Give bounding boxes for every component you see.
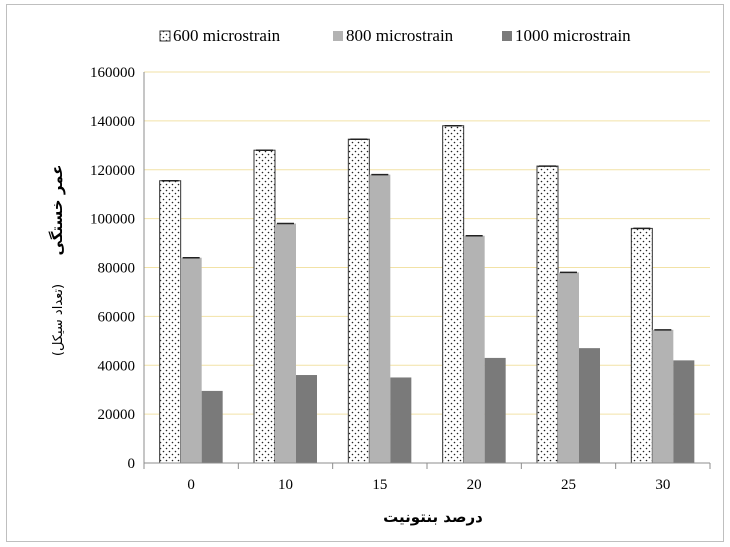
legend-label: 800 microstrain — [346, 26, 454, 45]
bar-1-30 — [630, 227, 653, 464]
y-axis-title-group: عمر خستگی (تعداد سیکل) — [48, 165, 66, 357]
gridlines — [144, 71, 710, 415]
bar-3-20 — [484, 357, 506, 463]
x-tick-label: 30 — [655, 477, 670, 493]
y-axis-subtitle: (تعداد سیکل) — [51, 284, 66, 356]
y-tick-label: 60000 — [98, 309, 136, 325]
bar-3-15 — [390, 377, 412, 463]
bar-2-25 — [558, 272, 579, 463]
bar-2-30 — [652, 329, 674, 463]
bars — [159, 125, 695, 464]
bar-1-10 — [253, 149, 276, 464]
y-tick-label: 140000 — [90, 114, 135, 130]
bar-1-0 — [159, 180, 182, 464]
legend: 600 microstrain 800 microstrain 1000 micro… — [159, 26, 631, 45]
bar-3-25 — [579, 348, 600, 463]
bar-2-20 — [463, 235, 485, 463]
bar-2-15 — [369, 174, 391, 463]
bar-1-15 — [347, 138, 370, 464]
axes — [143, 72, 711, 469]
legend-label: 1000 microstrain — [515, 26, 631, 45]
x-tick-label: 20 — [467, 477, 482, 493]
y-tick-label: 0 — [128, 456, 136, 472]
legend-swatch — [159, 30, 171, 42]
x-tick-label: 25 — [561, 477, 576, 493]
legend-swatch — [333, 31, 343, 41]
bar-2-10 — [275, 223, 296, 463]
bar-3-30 — [673, 360, 695, 463]
y-axis-title: عمر خستگی — [48, 165, 66, 256]
bar-1-20 — [442, 125, 465, 464]
y-tick-label: 120000 — [90, 163, 135, 179]
y-tick-label: 20000 — [98, 407, 136, 423]
legend-label: 600 microstrain — [173, 26, 281, 45]
bar-2-0 — [180, 257, 202, 463]
y-tick-label: 100000 — [90, 212, 135, 228]
x-tick-label: 15 — [372, 477, 387, 493]
y-tick-labels: 0 20000 40000 60000 80000 100000 120000 140000 1… — [90, 65, 135, 472]
y-tick-label: 40000 — [98, 358, 136, 374]
x-tick-labels: 0 10 15 20 25 30 — [187, 477, 670, 493]
chart-frame — [6, 4, 724, 542]
bar-1-25 — [536, 165, 559, 464]
bar-3-10 — [296, 375, 317, 463]
bar-3-0 — [201, 390, 223, 463]
x-tick-label: 0 — [187, 477, 195, 493]
y-tick-label: 80000 — [98, 261, 136, 277]
legend-swatch — [502, 31, 512, 41]
y-tick-label: 160000 — [90, 65, 135, 81]
x-axis-title: درصد بنتونیت — [383, 508, 483, 526]
x-tick-label: 10 — [278, 477, 293, 493]
